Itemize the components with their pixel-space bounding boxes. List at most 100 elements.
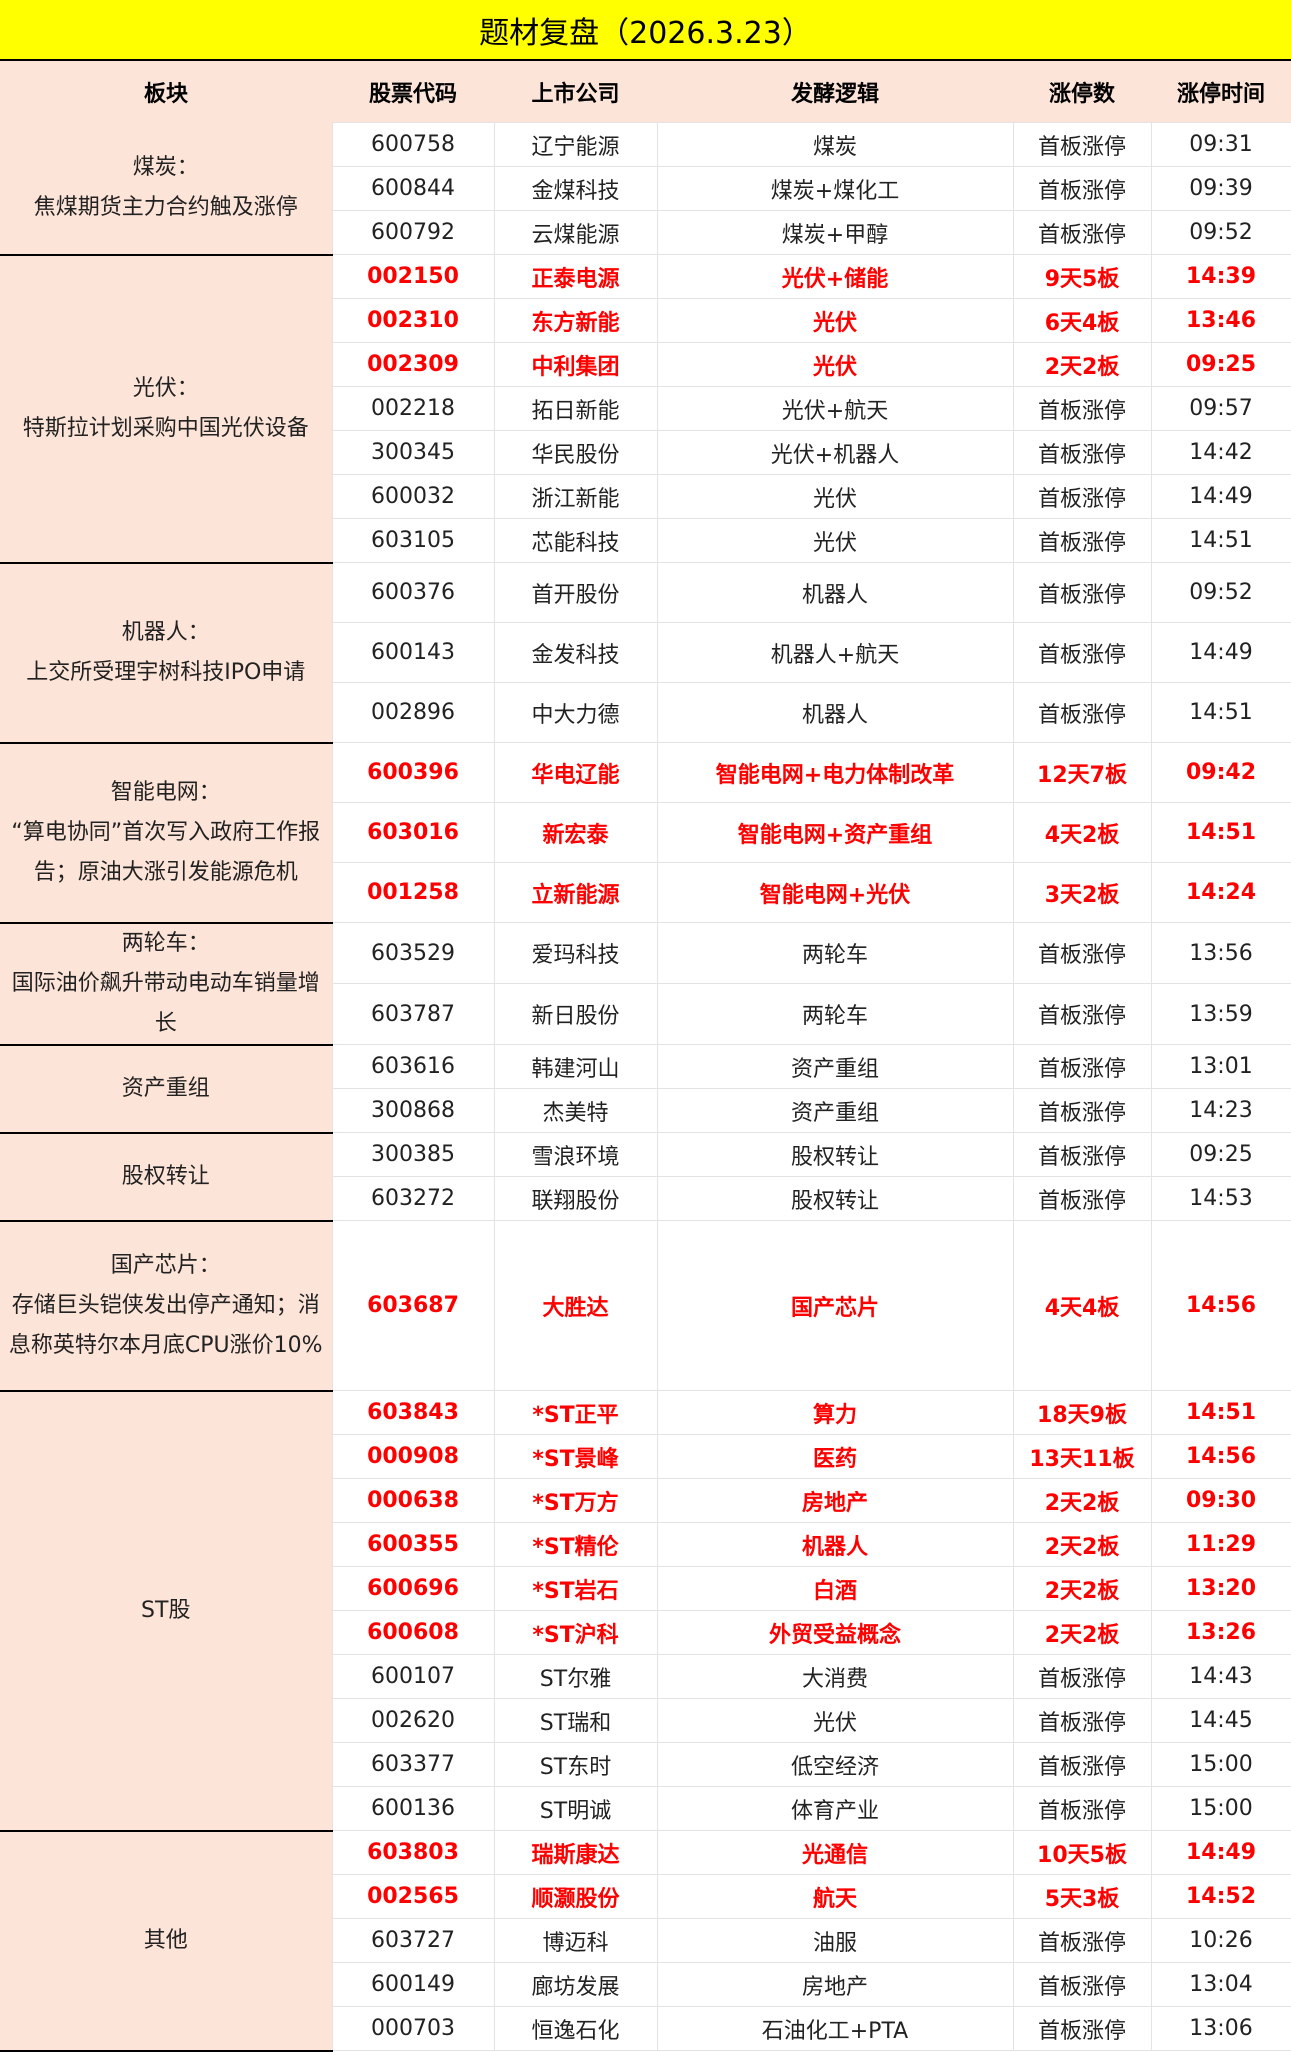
code-cell: 603529	[331, 922, 495, 984]
company-cell: 中大力德	[493, 682, 658, 743]
time-cell: 09:31	[1150, 122, 1291, 167]
company-cell: *ST精伦	[493, 1522, 658, 1567]
time-cell: 14:49	[1150, 622, 1291, 683]
count-cell: 首板涨停	[1012, 1918, 1152, 1963]
header-count: 涨停数	[1013, 61, 1151, 123]
company-cell: 新日股份	[493, 983, 658, 1045]
logic-cell: 煤炭+煤化工	[656, 166, 1014, 211]
count-cell: 9天5板	[1012, 254, 1152, 299]
time-cell: 14:49	[1150, 1830, 1291, 1875]
count-cell: 首板涨停	[1012, 983, 1152, 1045]
table-row: 002310 东方新能 光伏 6天4板 13:46	[0, 298, 1291, 343]
logic-cell: 两轮车	[656, 922, 1014, 984]
logic-cell: 光通信	[656, 1830, 1014, 1875]
company-cell: 联翔股份	[493, 1176, 658, 1221]
count-cell: 18天9板	[1012, 1390, 1152, 1435]
logic-cell: 机器人	[656, 1522, 1014, 1567]
time-cell: 13:04	[1150, 1962, 1291, 2007]
count-cell: 首板涨停	[1012, 1654, 1152, 1699]
count-cell: 首板涨停	[1012, 562, 1152, 623]
company-cell: 华电辽能	[493, 742, 658, 803]
time-cell: 09:25	[1150, 342, 1291, 387]
table-row: 600032 浙江新能 光伏 首板涨停 14:49	[0, 474, 1291, 519]
count-cell: 首板涨停	[1012, 166, 1152, 211]
company-cell: 大胜达	[493, 1220, 658, 1391]
count-cell: 10天5板	[1012, 1830, 1152, 1875]
code-cell: 603377	[331, 1742, 495, 1787]
company-cell: 芯能科技	[493, 518, 658, 563]
company-cell: 廊坊发展	[493, 1962, 658, 2007]
code-cell: 603016	[331, 802, 495, 863]
time-cell: 14:51	[1150, 518, 1291, 563]
count-cell: 首板涨停	[1012, 1044, 1152, 1089]
logic-cell: 光伏	[656, 298, 1014, 343]
sector-cell: 国产芯片： 存储巨头铠侠发出停产通知；消息称英特尔本月底CPU涨价10%	[0, 1220, 332, 1392]
logic-cell: 低空经济	[656, 1742, 1014, 1787]
company-cell: 辽宁能源	[493, 122, 658, 167]
code-cell: 600107	[331, 1654, 495, 1699]
table-row: 国产芯片： 存储巨头铠侠发出停产通知；消息称英特尔本月底CPU涨价10% 6036…	[0, 1220, 1291, 1392]
code-cell: 300385	[331, 1132, 495, 1177]
logic-cell: 光伏+储能	[656, 254, 1014, 299]
company-cell: ST尔雅	[493, 1654, 658, 1699]
time-cell: 10:26	[1150, 1918, 1291, 1963]
logic-cell: 国产芯片	[656, 1220, 1014, 1391]
logic-cell: 白酒	[656, 1566, 1014, 1611]
count-cell: 首板涨停	[1012, 1786, 1152, 1831]
code-cell: 600608	[331, 1610, 495, 1655]
logic-cell: 智能电网+光伏	[656, 862, 1014, 923]
code-cell: 300345	[331, 430, 495, 475]
table-row: 600107 ST尔雅 大消费 首板涨停 14:43	[0, 1654, 1291, 1699]
logic-cell: 机器人	[656, 682, 1014, 743]
company-cell: 金发科技	[493, 622, 658, 683]
logic-cell: 石油化工+PTA	[656, 2006, 1014, 2051]
sector-cell: 机器人： 上交所受理宇树科技IPO申请	[0, 562, 332, 744]
count-cell: 3天2板	[1012, 862, 1152, 923]
logic-cell: 股权转让	[656, 1176, 1014, 1221]
table-row: ST股 603843 *ST正平 算力 18天9板 14:51	[0, 1390, 1291, 1832]
header-code: 股票代码	[332, 61, 494, 123]
count-cell: 2天2板	[1012, 1566, 1152, 1611]
table-row: 300345 华民股份 光伏+机器人 首板涨停 14:42	[0, 430, 1291, 475]
time-cell: 13:20	[1150, 1566, 1291, 1611]
count-cell: 首板涨停	[1012, 474, 1152, 519]
company-cell: 杰美特	[493, 1088, 658, 1133]
time-cell: 09:52	[1150, 210, 1291, 255]
time-cell: 15:00	[1150, 1786, 1291, 1831]
table-row: 001258 立新能源 智能电网+光伏 3天2板 14:24	[0, 862, 1291, 923]
table-row: 其他 603803 瑞斯康达 光通信 10天5板 14:49	[0, 1830, 1291, 2052]
count-cell: 12天7板	[1012, 742, 1152, 803]
company-cell: 爱玛科技	[493, 922, 658, 984]
code-cell: 600376	[331, 562, 495, 623]
table-row: 煤炭： 焦煤期货主力合约触及涨停 600758 辽宁能源 煤炭 首板涨停 09:31	[0, 122, 1291, 256]
table-row: 600136 ST明诚 体育产业 首板涨停 15:00	[0, 1786, 1291, 1831]
table-row: 002309 中利集团 光伏 2天2板 09:25	[0, 342, 1291, 387]
time-cell: 14:51	[1150, 802, 1291, 863]
logic-cell: 机器人+航天	[656, 622, 1014, 683]
count-cell: 首板涨停	[1012, 1698, 1152, 1743]
table-row: 002565 顺灏股份 航天 5天3板 14:52	[0, 1874, 1291, 1919]
code-cell: 000638	[331, 1478, 495, 1523]
company-cell: 金煤科技	[493, 166, 658, 211]
company-cell: 云煤能源	[493, 210, 658, 255]
logic-cell: 煤炭+甲醇	[656, 210, 1014, 255]
code-cell: 600149	[331, 1962, 495, 2007]
logic-cell: 体育产业	[656, 1786, 1014, 1831]
time-cell: 13:06	[1150, 2006, 1291, 2051]
count-cell: 首板涨停	[1012, 430, 1152, 475]
time-cell: 09:39	[1150, 166, 1291, 211]
company-cell: 华民股份	[493, 430, 658, 475]
sector-cell: 智能电网： “算电协同”首次写入政府工作报告；原油大涨引发能源危机	[0, 742, 332, 924]
table-row: 603377 ST东时 低空经济 首板涨停 15:00	[0, 1742, 1291, 1787]
table-row: 002218 拓日新能 光伏+航天 首板涨停 09:57	[0, 386, 1291, 431]
time-cell: 14:42	[1150, 430, 1291, 475]
count-cell: 首板涨停	[1012, 922, 1152, 984]
code-cell: 002150	[331, 254, 495, 299]
logic-cell: 油服	[656, 1918, 1014, 1963]
time-cell: 15:00	[1150, 1742, 1291, 1787]
code-cell: 603616	[331, 1044, 495, 1089]
table-row: 000638 *ST万方 房地产 2天2板 09:30	[0, 1478, 1291, 1523]
company-cell: *ST万方	[493, 1478, 658, 1523]
logic-cell: 资产重组	[656, 1088, 1014, 1133]
company-cell: 瑞斯康达	[493, 1830, 658, 1875]
